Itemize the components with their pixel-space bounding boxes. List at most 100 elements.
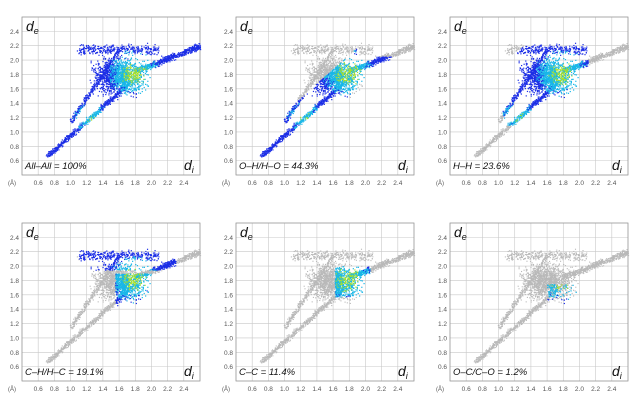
contact-point — [190, 47, 193, 50]
contact-point — [90, 47, 92, 49]
background-point — [310, 48, 312, 50]
contact-point — [113, 74, 115, 76]
contact-point — [87, 50, 90, 52]
contact-point — [168, 59, 170, 61]
contact-point — [108, 50, 110, 52]
background-point — [312, 80, 314, 82]
contact-point — [135, 89, 137, 91]
contact-point — [75, 134, 77, 136]
contact-point — [110, 78, 112, 80]
contact-point — [77, 112, 79, 114]
contact-point — [105, 67, 107, 69]
contact-point — [139, 72, 142, 75]
background-point — [307, 82, 310, 84]
contact-point — [121, 48, 123, 50]
contact-point — [114, 89, 116, 91]
contact-point — [137, 85, 140, 88]
contact-point — [122, 89, 124, 91]
background-point — [327, 65, 329, 67]
contact-point — [83, 46, 85, 49]
contact-point — [106, 77, 108, 79]
contact-point — [103, 103, 105, 105]
background-point — [322, 57, 324, 59]
contact-point — [117, 53, 119, 55]
contact-point — [124, 82, 126, 84]
contact-point — [60, 141, 63, 143]
contact-point — [92, 89, 94, 91]
contact-point — [108, 60, 110, 62]
background-point — [336, 46, 338, 48]
contact-point — [131, 87, 133, 89]
contact-point — [133, 46, 135, 48]
background-point — [310, 85, 312, 87]
contact-point — [194, 51, 196, 53]
contact-point — [130, 73, 132, 75]
contact-point — [49, 151, 51, 153]
contact-point — [114, 87, 116, 90]
contact-point — [131, 65, 134, 68]
contact-point — [99, 51, 101, 53]
contact-point — [94, 69, 96, 71]
contact-point — [70, 119, 72, 121]
contact-point — [112, 49, 114, 51]
contact-point — [118, 83, 120, 85]
contact-point — [100, 71, 102, 74]
contact-point — [50, 152, 52, 154]
contact-point — [109, 74, 111, 77]
background-point — [309, 67, 311, 69]
contact-point — [124, 49, 126, 51]
contact-point — [110, 83, 113, 85]
contact-point — [137, 80, 139, 82]
contact-point — [85, 97, 87, 100]
contact-point — [105, 66, 107, 68]
contact-point — [168, 57, 170, 59]
contact-point — [111, 64, 113, 66]
background-point — [386, 52, 388, 54]
contact-point — [127, 73, 129, 75]
background-point — [316, 70, 318, 72]
contact-point — [136, 78, 138, 80]
background-point — [408, 45, 410, 47]
contact-point — [170, 54, 173, 56]
contact-point — [145, 89, 147, 91]
contact-point — [111, 44, 114, 46]
contact-point — [93, 48, 95, 50]
background-point — [394, 52, 396, 54]
background-point — [322, 65, 324, 68]
contact-point — [89, 79, 91, 81]
contact-point — [133, 76, 136, 78]
contact-point — [93, 80, 95, 82]
contact-point — [126, 71, 128, 73]
contact-point — [93, 84, 95, 86]
contact-point — [129, 91, 131, 94]
contact-point — [77, 111, 79, 113]
contact-point — [61, 143, 63, 145]
background-point — [293, 48, 295, 50]
contact-point — [52, 152, 54, 154]
background-point — [314, 83, 316, 85]
background-point — [335, 63, 337, 65]
background-point — [396, 54, 398, 56]
contact-point — [105, 83, 107, 85]
background-point — [351, 47, 353, 49]
background-point — [324, 66, 326, 68]
background-point — [311, 83, 314, 85]
contact-point — [96, 111, 99, 113]
background-point — [335, 64, 337, 66]
background-point — [342, 43, 344, 45]
contact-point — [80, 106, 82, 108]
contact-point — [81, 124, 83, 126]
background-point — [402, 49, 404, 51]
contact-point — [116, 78, 118, 81]
contact-point — [53, 147, 55, 150]
contact-point — [118, 75, 121, 78]
background-point — [384, 53, 386, 55]
contact-point — [151, 62, 154, 64]
contact-point — [72, 132, 75, 134]
contact-point — [102, 77, 104, 79]
contact-point — [117, 70, 119, 73]
contact-point — [105, 104, 107, 106]
contact-point — [141, 48, 144, 50]
contact-point — [145, 68, 147, 70]
background-point — [321, 65, 323, 67]
